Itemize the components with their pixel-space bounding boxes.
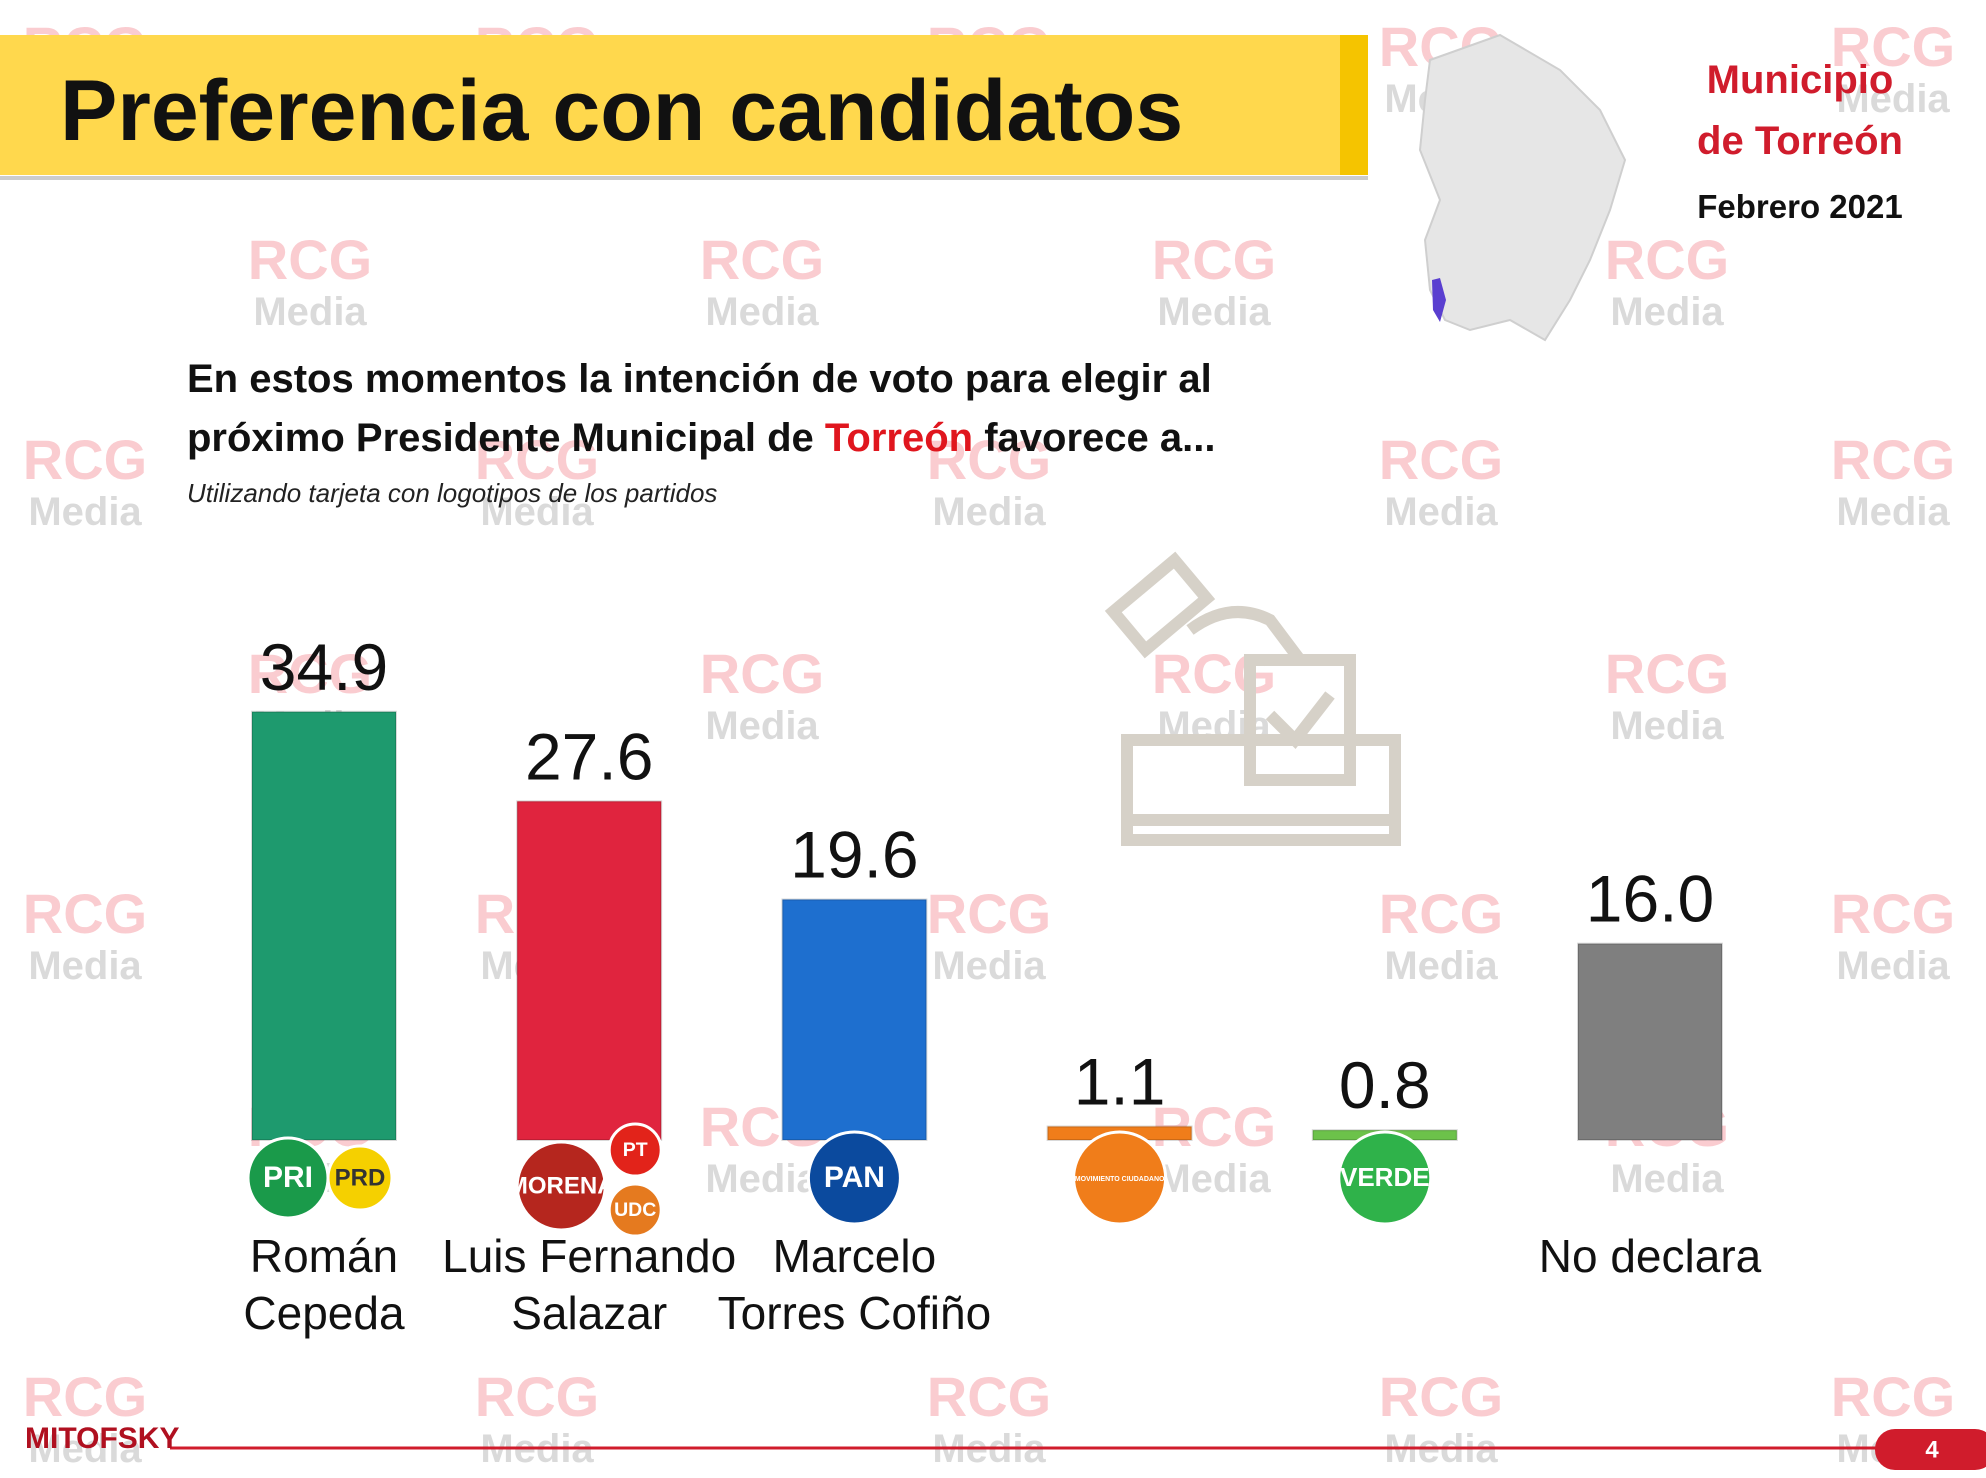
bar [1577,942,1723,1141]
watermark-media: Media [1610,290,1724,334]
value-label: 27.6 [525,719,653,793]
party-logo-text: PAN [824,1161,885,1194]
watermark-media: Media [1836,77,1950,121]
question-text: favorece a... [973,416,1216,460]
value-label: 16.0 [1586,862,1714,936]
title: Preferencia con candidatos [60,63,1184,159]
watermark-rcg: RCG [1152,1095,1276,1158]
watermark-rcg: RCG [1379,428,1503,491]
watermark-media: Media [28,944,142,988]
watermark-rcg: RCG [23,882,147,945]
banner-edge [1340,35,1368,175]
value-label: 0.8 [1339,1048,1431,1122]
party-logo-text: PT [623,1139,648,1161]
municipality: Municipio de Torreón [1697,58,1903,163]
category-label: Marcelo Torres Cofiño [717,1230,992,1339]
watermark-rcg: RCG [1831,15,1955,78]
watermark-rcg: RCG [1152,228,1276,291]
watermark-rcg: RCG [1831,428,1955,491]
bar [251,710,397,1141]
watermark-media: Media [932,490,1046,534]
category-label: No declara [1538,1230,1762,1282]
question-text: En estos momentos la intención de voto p… [187,357,1212,460]
watermark-rcg: RCG [927,428,1051,491]
question: En estos momentos la intención de voto p… [187,350,1215,468]
watermark-rcg: RCG [1379,1365,1503,1428]
watermark-rcg: RCG [248,642,372,705]
party-logo [607,1182,663,1238]
party-logo-text: VERDE [1340,1162,1430,1192]
party-logo-text: PRI [263,1161,313,1194]
watermark-media: Media [28,1427,142,1471]
party-logo [1337,1130,1433,1226]
title-banner [0,35,1368,175]
watermark-media: Media [1610,1157,1724,1201]
watermark-media: Media [932,944,1046,988]
watermark-rcg: RCG [927,1365,1051,1428]
watermark-media: Media [28,490,142,534]
watermark-rcg: RCG [475,1365,599,1428]
watermark-rcg: RCG [927,882,1051,945]
watermark-rcg: RCG [23,428,147,491]
watermark-media: Media [1610,704,1724,748]
ballot-icon [1104,551,1401,846]
watermark-rcg: RCG [475,428,599,491]
value-label: 34.9 [260,630,388,704]
party-logo [515,1140,607,1232]
question-highlight: Torreón [824,416,974,460]
bar [516,800,663,1142]
map-highlight [1432,278,1446,322]
watermark-rcg: RCG [700,642,824,705]
value-label: 19.6 [790,818,918,892]
party-logo-text: MORENA [508,1172,615,1199]
watermark-media: Media [705,290,819,334]
watermark-rcg: RCG [700,228,824,291]
note: Utilizando tarjeta con logotipos de los … [187,478,718,508]
footer-brand: MITOFSKY [25,1422,179,1455]
party-logo [806,1130,902,1226]
watermark-rcg: RCG [1152,642,1276,705]
watermark-rcg: RCG [1605,228,1729,291]
watermark-rcg: RCG [248,228,372,291]
category-label: Román Cepeda [243,1230,405,1339]
party-logo [607,1122,663,1178]
watermark-rcg: RCG [1379,882,1503,945]
bar [781,898,928,1141]
watermark-media: Media [705,704,819,748]
page-number: 4 [1925,1436,1939,1463]
watermark-media: Media [1836,490,1950,534]
watermark-rcg: RCG [23,1365,147,1428]
watermark-rcg: RCG [1831,1365,1955,1428]
category-label: Luis Fernando Salazar [442,1230,737,1339]
party-logo [326,1144,394,1212]
watermark-media: Media [1836,944,1950,988]
party-logo [1072,1130,1168,1226]
watermark-media: Media [1157,1157,1271,1201]
watermark-rcg: RCG [1831,882,1955,945]
watermark-rcg: RCG [1605,642,1729,705]
watermark-media: Media [705,1157,819,1201]
party-logo-text: PRD [335,1164,386,1191]
watermark-media: Media [1157,290,1271,334]
watermark-media: Media [1384,490,1498,534]
value-label: 1.1 [1074,1045,1166,1119]
watermark-media: Media [1384,944,1498,988]
party-logo-text: MOVIMIENTO CIUDADANO [1075,1176,1165,1183]
date: Febrero 2021 [1697,188,1903,225]
page-badge [1875,1429,1986,1470]
map [1418,33,1627,342]
watermark-media: Media [253,290,367,334]
watermark-media: Media [480,490,594,534]
party-logo-text: UDC [614,1199,656,1221]
